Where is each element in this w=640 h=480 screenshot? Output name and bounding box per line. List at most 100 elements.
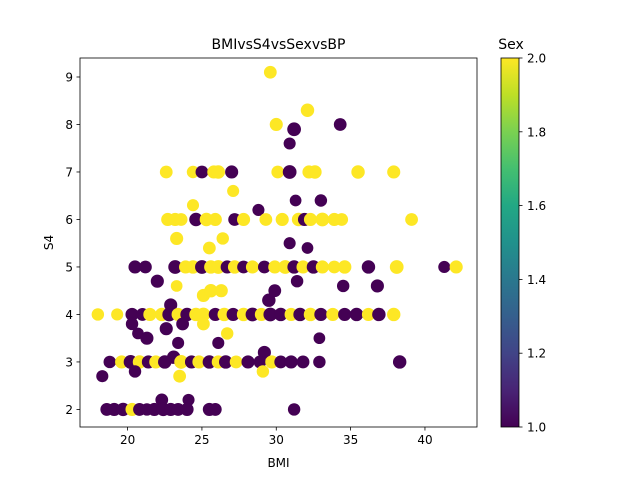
scatter-point (259, 213, 273, 226)
scatter-point (283, 237, 296, 250)
scatter-point (269, 117, 283, 132)
x-axis-title: BMI (267, 456, 289, 470)
scatter-point (214, 284, 228, 298)
scatter-point (170, 231, 184, 246)
scatter-point (150, 274, 164, 288)
scatter-point (219, 355, 233, 369)
scatter-point (197, 317, 210, 331)
scatter-point (333, 118, 347, 131)
scatter-point (229, 355, 243, 369)
scatter-point (241, 355, 255, 369)
scatter-point (237, 212, 251, 227)
scatter-point (308, 165, 322, 179)
y-tick-label: 2 (65, 403, 73, 417)
x-tick-label: 25 (194, 433, 209, 447)
scatter-point (256, 365, 270, 378)
y-tick-label: 9 (65, 70, 73, 84)
scatter-point (303, 307, 318, 322)
scatter-point (172, 336, 185, 349)
scatter-point (336, 279, 350, 293)
scatter-point (226, 307, 240, 322)
scatter-point (275, 212, 289, 227)
scatter-point (337, 260, 352, 274)
scatter-point (211, 165, 225, 179)
scatter-point (186, 199, 200, 212)
scatter-point (314, 307, 328, 322)
scatter-point (192, 355, 206, 369)
x-tick-label: 20 (120, 433, 135, 447)
scatter-point (227, 184, 240, 198)
scatter-point (283, 137, 296, 150)
y-tick-label: 6 (65, 213, 73, 227)
scatter-point (349, 307, 364, 322)
scatter-point (96, 370, 109, 383)
scatter-point (313, 332, 326, 345)
scatter-point (204, 283, 218, 298)
scatter-point (296, 260, 310, 274)
scatter-point (315, 212, 330, 227)
colorbar (500, 57, 520, 428)
scatter-point (208, 403, 222, 416)
scatter-point (195, 165, 209, 179)
scatter-point (128, 260, 142, 274)
scatter-point (313, 355, 326, 369)
scatter-point (387, 307, 401, 322)
scatter-point (387, 165, 401, 179)
scatter-point (170, 280, 183, 292)
scatter-point (257, 260, 271, 274)
scatter-point (438, 260, 451, 273)
scatter-point (173, 369, 187, 383)
colorbar-tick-label: 2.0 (527, 52, 546, 66)
scatter-point (301, 242, 314, 254)
scatter-point (293, 307, 307, 322)
points-layer (91, 65, 463, 417)
y-tick-label: 5 (65, 260, 73, 274)
scatter-point (176, 317, 189, 331)
scatter-point (274, 355, 288, 369)
scatter-point (139, 260, 152, 274)
scatter-point (271, 165, 285, 179)
scatter-point (263, 307, 278, 322)
scatter-point (326, 307, 340, 322)
scatter-point (103, 355, 116, 369)
scatter-point (274, 307, 288, 322)
scatter-point (405, 213, 418, 226)
scatter-point (220, 327, 234, 340)
scatter-point (303, 212, 318, 227)
scatter-point (91, 308, 105, 321)
y-tick-label: 7 (65, 165, 73, 179)
chart-title: BMIvsS4vsSexvsBP (212, 37, 346, 53)
scatter-point (327, 260, 341, 274)
scatter-point (159, 322, 173, 336)
colorbar-tick-label: 1.0 (527, 421, 546, 435)
y-axis: 2 3 4 5 6 7 8 9 (65, 70, 80, 417)
scatter-point (140, 331, 154, 345)
scatter-point (128, 365, 142, 378)
scatter-point (253, 355, 267, 369)
x-tick-label: 40 (417, 433, 432, 447)
x-tick-label: 30 (269, 433, 284, 447)
scatter-point (216, 232, 229, 245)
scatter-point (351, 165, 365, 179)
scatter-point (212, 336, 225, 349)
y-axis-title: S4 (42, 235, 56, 250)
scatter-point (174, 355, 188, 369)
scatter-point (335, 213, 349, 226)
scatter-point (296, 355, 310, 369)
scatter-point (262, 293, 276, 307)
scatter-point (202, 241, 216, 255)
scatter-point (314, 194, 328, 207)
scatter-point (168, 260, 183, 274)
scatter-point (449, 260, 463, 274)
scatter-point (196, 307, 211, 322)
y-tick-label: 4 (65, 308, 73, 322)
colorbar-tick-label: 1.8 (527, 125, 546, 139)
scatter-point (338, 307, 352, 322)
colorbar-title: Sex (498, 37, 524, 53)
scatter-point (125, 317, 139, 331)
scatter-point (289, 194, 302, 207)
scatter-point (282, 165, 297, 179)
scatter-point (125, 307, 139, 322)
scatter-point (174, 213, 188, 226)
